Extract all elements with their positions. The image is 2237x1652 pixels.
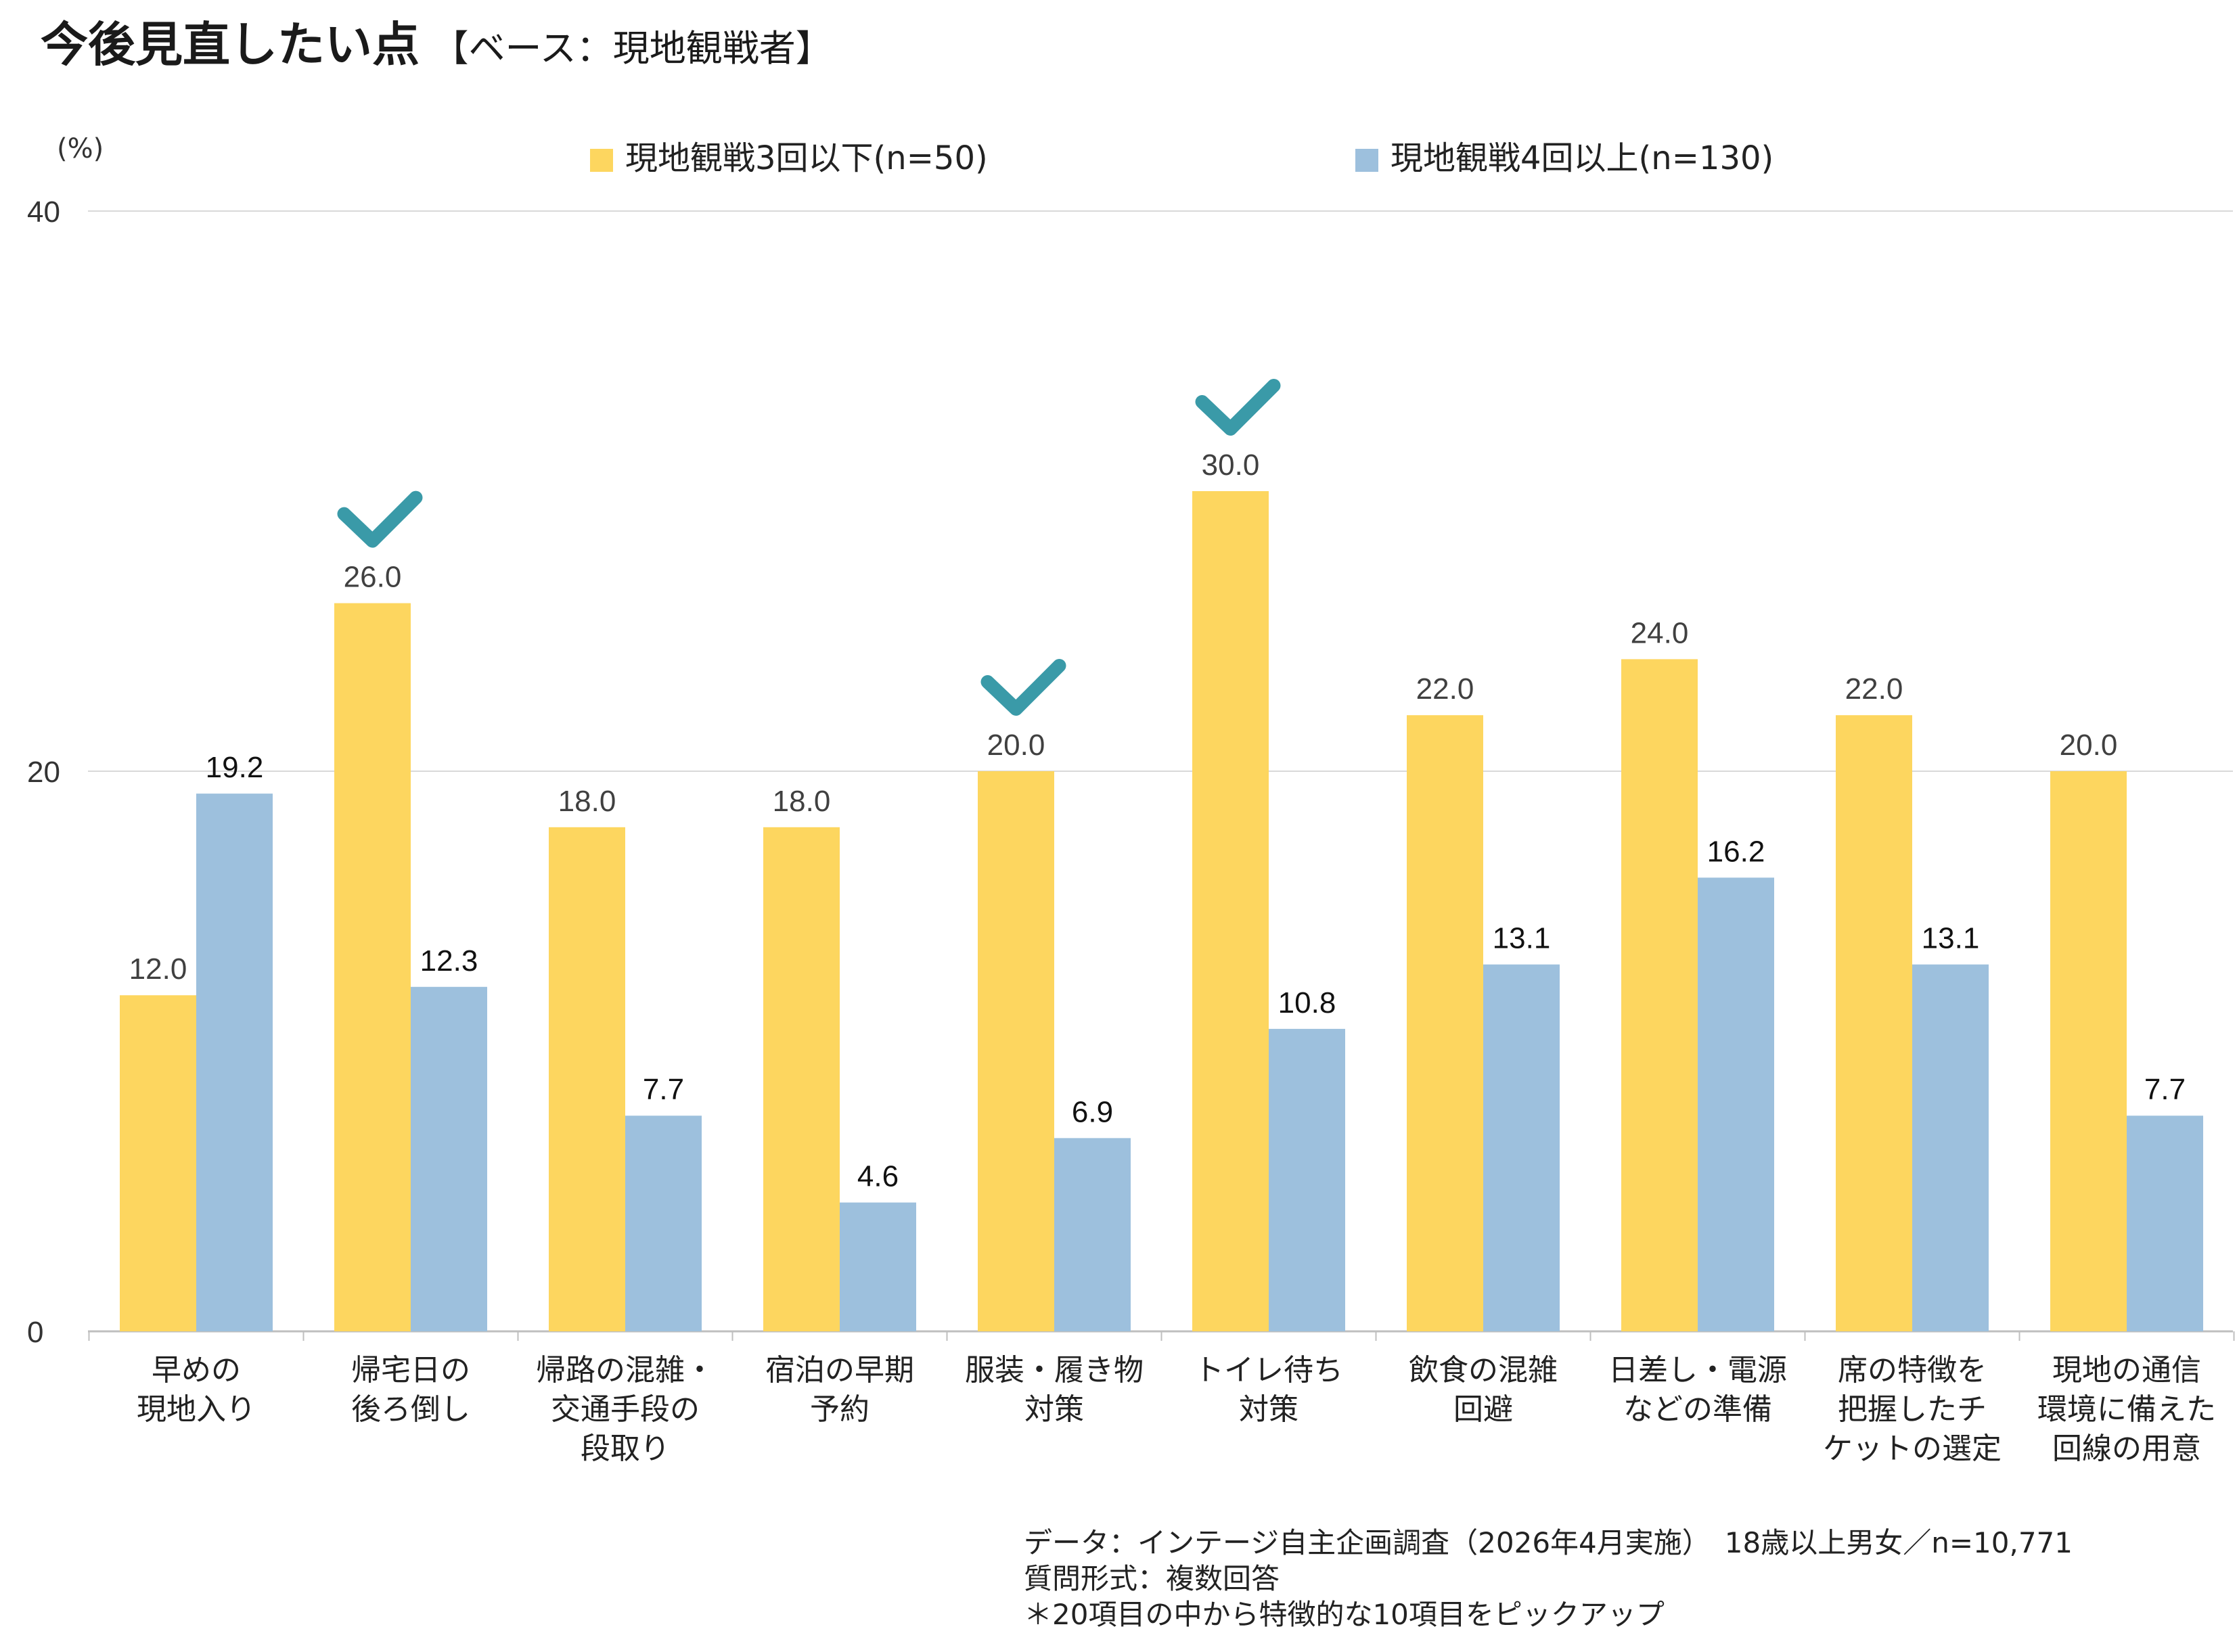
bar-series-a [120,995,196,1331]
bars [120,491,2203,1331]
data-label-series-b: 13.1 [1493,922,1551,955]
data-label-series-a: 22.0 [1416,672,1474,706]
footnote-line-3: ＊20項目の中から特徴的な10項目をピックアップ [1024,1598,1665,1631]
y-axis-ticks: 0 20 40 [27,196,60,1349]
bar-series-b [2127,1116,2203,1331]
bar-series-b [840,1202,916,1331]
data-labels: 12.0 26.0 18.0 18.0 20.0 30.0 22.0 24.0 22.0 20.0… [129,449,2186,1193]
category-label: 日差し・電源などの準備 [1608,1353,1787,1427]
data-label-series-b: 10.8 [1278,986,1336,1019]
title-sub: 【ベース：現地観戦者】 [432,27,832,70]
category-label: 席の特徴を把握したチケットの選定 [1823,1353,2002,1466]
data-label-series-a: 30.0 [1202,449,1260,482]
checkmarks [337,379,1281,716]
category-label: 飲食の混雑回避 [1409,1353,1558,1427]
bar-series-a [978,771,1054,1331]
y-tick-label: 0 [27,1316,43,1349]
data-label-series-a: 18.0 [773,785,831,818]
category-label: トイレ待ち対策 [1194,1353,1343,1427]
legend-swatch-b [1355,149,1378,172]
bar-series-b [1054,1138,1131,1331]
bar-series-b [1269,1028,1345,1331]
bar-series-b [196,794,273,1331]
data-label-series-a: 26.0 [344,561,402,594]
checkmark-icon [337,490,423,548]
data-label-series-a: 20.0 [2060,729,2118,762]
bar-series-b [1912,964,1989,1331]
data-label-series-a: 20.0 [987,729,1045,762]
y-axis-unit: (%) [57,133,104,164]
checkmark-icon [1195,379,1281,436]
footnote-line-2: 質問形式：複数回答 [1024,1562,1280,1595]
data-label-series-b: 13.1 [1922,922,1980,955]
data-label-series-b: 19.2 [206,751,264,784]
bar-series-a [1836,715,1912,1331]
bar-series-a [334,603,411,1331]
bar-series-b [1483,964,1560,1331]
data-label-series-a: 24.0 [1631,616,1689,649]
checkmark-icon [980,659,1066,716]
bar-series-a [763,827,840,1331]
category-label: 早めの現地入り [137,1353,256,1427]
legend-label-b: 現地観戦4回以上(n=130) [1391,139,1773,177]
bar-series-a [1192,491,1269,1331]
y-tick-label: 40 [27,196,60,229]
category-label: 帰宅日の後ろ倒し [351,1353,470,1427]
bar-series-b [1698,877,1774,1331]
data-label-series-a: 12.0 [129,953,187,986]
category-label: 宿泊の早期予約 [765,1353,914,1427]
data-label-series-b: 4.6 [857,1160,899,1193]
title-main: 今後見直したい点 [41,17,420,72]
data-label-series-b: 16.2 [1707,835,1765,868]
footnotes: データ：インテージ自主企画調査（2026年4月実施） 18歳以上男女／n=10,… [1024,1526,2073,1631]
bar-series-a [1621,659,1698,1331]
category-label: 服装・履き物対策 [965,1353,1144,1427]
data-label-series-a: 18.0 [558,785,616,818]
bar-series-a [2050,771,2127,1331]
chart-title: 今後見直したい点 【ベース：現地観戦者】 [41,17,832,72]
data-label-series-a: 22.0 [1845,672,1903,706]
legend-swatch-a [590,149,613,172]
bar-series-b [411,986,487,1331]
footnote-line-1: データ：インテージ自主企画調査（2026年4月実施） 18歳以上男女／n=10,… [1024,1526,2073,1559]
bar-series-a [549,827,625,1331]
data-label-series-b: 7.7 [643,1073,684,1106]
category-labels: 早めの現地入り 帰宅日の後ろ倒し帰路の混雑・交通手段の段取り宿泊の早期予約服装・履… [137,1353,2216,1466]
bar-series-a [1407,715,1483,1331]
category-label: 帰路の混雑・交通手段の段取り [536,1353,715,1466]
data-label-series-b: 6.9 [1072,1095,1113,1128]
data-label-series-b: 12.3 [420,944,478,978]
legend: 現地観戦3回以下(n=50) 現地観戦4回以上(n=130) [590,139,1773,177]
legend-label-a: 現地観戦3回以下(n=50) [625,139,988,177]
y-tick-label: 20 [27,756,60,789]
category-label: 現地の通信環境に備えた回線の用意 [2037,1353,2216,1466]
bar-series-b [625,1116,702,1331]
data-label-series-b: 7.7 [2144,1073,2186,1106]
